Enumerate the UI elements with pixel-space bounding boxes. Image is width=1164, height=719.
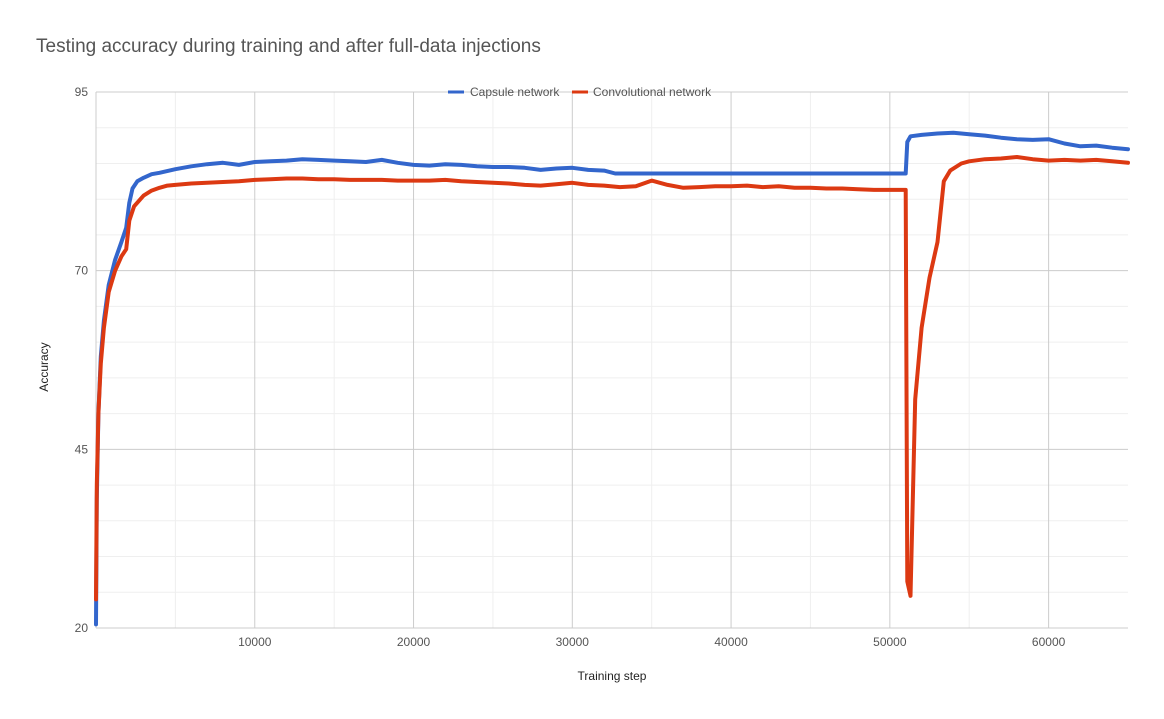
x-tick-label: 50000 [873, 635, 907, 649]
series-line-capsule-network [94, 130, 1130, 627]
x-tick-label: 40000 [714, 635, 748, 649]
legend-label-convolutional-network: Convolutional network [593, 85, 712, 99]
x-axis-title: Training step [578, 669, 647, 683]
legend: Capsule network Convolutional network [448, 85, 712, 99]
legend-label-capsule-network: Capsule network [470, 85, 560, 99]
series-line-convolutional-network [94, 155, 1130, 602]
y-tick-label: 20 [75, 621, 89, 635]
y-tick-label: 45 [75, 442, 89, 456]
x-tick-label: 30000 [556, 635, 590, 649]
tick-labels: 20 45 70 95 10000 20000 30000 40000 50000 60000 [75, 85, 1066, 649]
x-tick-label: 10000 [238, 635, 272, 649]
series-layer [94, 130, 1130, 627]
minor-gridlines [96, 92, 1128, 628]
y-axis-title: Accuracy [37, 342, 51, 391]
y-tick-label: 95 [75, 85, 89, 99]
x-tick-label: 60000 [1032, 635, 1066, 649]
x-tick-label: 20000 [397, 635, 431, 649]
y-tick-label: 70 [75, 264, 89, 278]
chart-title: Testing accuracy during training and aft… [36, 36, 541, 57]
